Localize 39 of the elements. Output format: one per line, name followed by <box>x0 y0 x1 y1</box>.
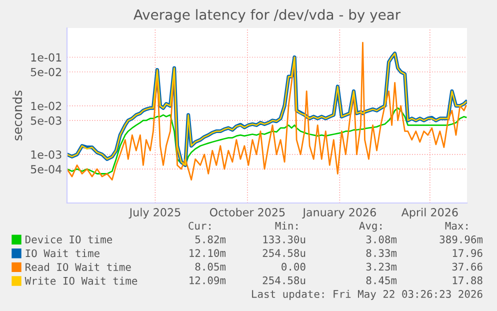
text: 8.33m <box>366 249 397 257</box>
text: Max: <box>445 222 468 230</box>
legend-label: Write IO Wait time <box>24 276 138 285</box>
y-tick-label: 1e-01 <box>31 53 62 62</box>
chart-title: Average latency for /dev/vda - by year <box>134 9 401 23</box>
text: 17.88 <box>452 276 482 284</box>
text: 5.82m <box>195 235 226 244</box>
legend-label: Device IO time <box>26 235 112 244</box>
text: 37.66 <box>452 262 482 271</box>
text: 17.96 <box>452 249 482 257</box>
text: 254.58u <box>262 276 306 284</box>
text: Cur: <box>188 222 210 230</box>
text: 254.58u <box>262 249 306 257</box>
text: 3.08m <box>366 235 397 244</box>
legend-label: IO Wait time <box>26 249 100 258</box>
y-tick-label: 1e-03 <box>31 150 62 159</box>
text: 0.00 <box>282 262 306 271</box>
y-tick-label: 5e-03 <box>30 116 62 125</box>
x-tick-label: July 2025 <box>128 208 180 219</box>
text: Min: <box>275 222 298 230</box>
text: 3.23m <box>366 262 397 271</box>
x-tick-label: April 2026 <box>401 208 458 219</box>
text: Avg: <box>359 222 382 232</box>
y-tick-label: 5e-02 <box>30 68 62 76</box>
text: 389.96m <box>440 235 483 244</box>
legend-label: Read IO Wait time <box>26 262 131 271</box>
text: 133.30u <box>263 235 306 244</box>
text: 12.10m <box>190 249 226 257</box>
x-tick-label: January 2026 <box>302 208 376 219</box>
y-tick-label: 5e-04 <box>30 165 62 174</box>
y-axis-title: seconds <box>12 90 22 140</box>
text: 12.09m <box>190 276 226 284</box>
line-series <box>67 42 467 181</box>
x-tick-label: October 2025 <box>210 208 285 216</box>
line-series <box>67 107 467 174</box>
y-tick-label: 1e-02 <box>31 102 62 110</box>
text: 8.05m <box>195 262 226 271</box>
text: Last update: Fri May 22 03:26:23 2026 <box>252 290 482 300</box>
text: 8.45m <box>366 276 397 284</box>
